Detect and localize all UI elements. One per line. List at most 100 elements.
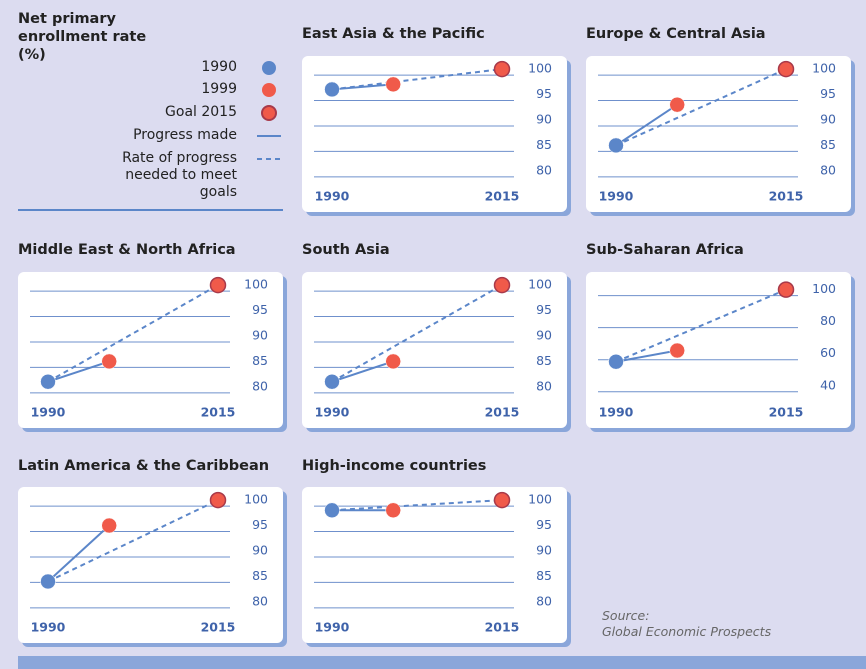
legend-symbol [261, 105, 277, 121]
chart: 80 85 90 95 100 1990 2015 [30, 276, 268, 420]
panel-title: Sub-Saharan Africa [586, 242, 744, 258]
legend-title: Net primary enrollment rate (%) [18, 11, 147, 63]
panel-title: Middle East & North Africa [18, 242, 236, 258]
needed-line [47, 499, 219, 583]
progress-line [615, 103, 678, 147]
dot [777, 60, 795, 78]
needed-line [331, 68, 503, 91]
dot [669, 342, 685, 359]
y-tick-label: 90 [536, 327, 552, 342]
legend-label: Progress made [133, 127, 237, 143]
panel-title: South Asia [302, 242, 390, 258]
needed-line [615, 68, 787, 147]
y-tick-label: 80 [536, 378, 552, 393]
progress-line [331, 360, 394, 383]
needed-line [331, 499, 503, 512]
x-tick-label: 1990 [315, 405, 350, 420]
legend-item: 1999 [18, 80, 283, 100]
x-tick-label: 2015 [201, 620, 236, 635]
bottom-band [18, 656, 866, 669]
y-tick-label: 60 [820, 345, 836, 360]
y-tick-label: 100 [528, 61, 552, 76]
y-tick-label: 100 [528, 492, 552, 507]
y-tick-label: 85 [536, 353, 552, 368]
progress-line [615, 349, 678, 363]
dot [385, 353, 401, 370]
progress-line [47, 524, 110, 583]
chart: 80 85 90 95 100 1990 2015 [314, 277, 552, 420]
panel: 80 85 90 95 100 1990 2015 [302, 487, 567, 643]
x-tick-label: 2015 [485, 189, 520, 204]
dot [669, 96, 685, 113]
chart: 80 85 90 95 100 1990 2015 [598, 60, 836, 204]
legend-label: Rate of progress needed to meet goals [122, 150, 237, 200]
panel-title: East Asia & the Pacific [302, 26, 485, 42]
x-tick-label: 2015 [769, 405, 804, 420]
x-tick-label: 1990 [315, 620, 350, 635]
progress-line [331, 83, 394, 91]
panel: 80 85 90 95 100 1990 2015 [302, 56, 567, 212]
x-tick-label: 1990 [599, 405, 634, 420]
y-tick-label: 100 [244, 492, 268, 507]
y-tick-label: 80 [536, 162, 552, 177]
y-tick-label: 80 [536, 593, 552, 608]
y-tick-label: 80 [820, 162, 836, 177]
legend-item: 1990 [18, 58, 283, 78]
chart: 80 85 90 95 100 1990 2015 [314, 492, 552, 635]
y-tick-label: 90 [820, 111, 836, 126]
source-text: Global Economic Prospects [602, 624, 772, 639]
dot [324, 373, 340, 390]
chart: 40 60 80 100 1990 2015 [598, 281, 836, 420]
x-tick-label: 1990 [315, 189, 350, 204]
y-tick-label: 100 [812, 281, 836, 296]
dot [385, 502, 401, 519]
legend-symbol [257, 135, 281, 137]
x-tick-label: 2015 [485, 405, 520, 420]
needed-line [615, 288, 787, 363]
legend-label: 1999 [201, 81, 237, 97]
legend-dot [262, 61, 276, 75]
dot [40, 573, 56, 590]
progress-line [47, 360, 110, 383]
y-tick-label: 80 [252, 593, 268, 608]
y-tick-label: 100 [528, 277, 552, 292]
source-label: Source: [602, 608, 650, 623]
dot [324, 81, 340, 98]
y-tick-label: 85 [252, 568, 268, 583]
source: Source: Global Economic Prospects [602, 608, 771, 640]
y-tick-label: 80 [252, 378, 268, 393]
dot [101, 353, 117, 370]
needed-line [331, 284, 503, 383]
legend-symbol [262, 83, 276, 97]
panel: 40 60 80 100 1990 2015 [586, 272, 851, 428]
legend-rule [18, 209, 283, 211]
dot [324, 502, 340, 519]
panel-title: High-income countries [302, 458, 487, 474]
y-tick-label: 90 [536, 111, 552, 126]
x-tick-label: 2015 [201, 405, 236, 420]
legend-symbol [262, 61, 276, 75]
x-tick-label: 1990 [31, 620, 66, 635]
y-tick-label: 85 [252, 353, 268, 368]
x-tick-label: 2015 [769, 189, 804, 204]
y-tick-label: 85 [536, 137, 552, 152]
y-tick-label: 100 [812, 61, 836, 76]
dot [608, 353, 624, 370]
dot [209, 276, 227, 294]
needed-line [47, 284, 219, 383]
legend-label: 1990 [201, 59, 237, 75]
panel: 80 85 90 95 100 1990 2015 [18, 272, 283, 428]
chart: 80 85 90 95 100 1990 2015 [30, 492, 268, 635]
chart: 80 85 90 95 100 1990 2015 [314, 61, 552, 204]
dot [101, 517, 117, 534]
legend-dot [262, 83, 276, 97]
y-tick-label: 100 [244, 277, 268, 292]
legend-item: Progress made [18, 126, 283, 146]
y-tick-label: 90 [252, 327, 268, 342]
legend-item: Rate of progress needed to meet goals [18, 149, 283, 200]
y-tick-label: 95 [820, 86, 836, 101]
legend-item: Goal 2015 [18, 103, 283, 123]
y-tick-label: 90 [536, 542, 552, 557]
y-tick-label: 95 [536, 517, 552, 532]
